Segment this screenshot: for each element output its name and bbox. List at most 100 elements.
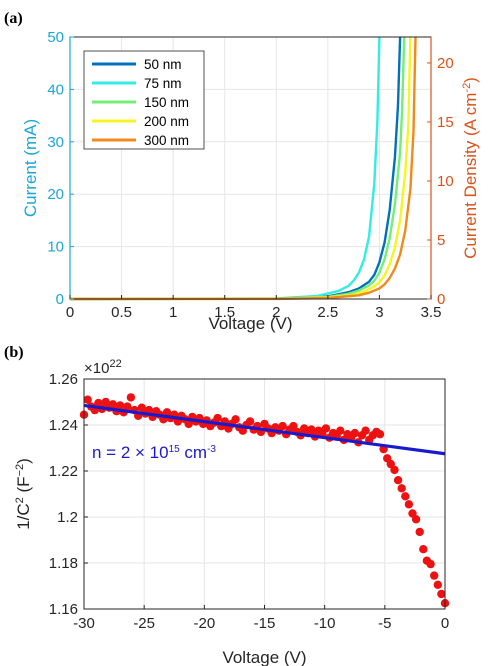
x-tick-label: 3.5 [421,304,442,321]
x-tick-label: -10 [314,615,336,632]
doping-annotation-text: n = 2 × 10 [92,443,169,462]
panel-label-b: (b) [4,344,24,361]
y-axis-label-b-end: ) [14,458,33,464]
data-point [419,545,428,554]
y-axis-label-b: 1/C2 (F−2) [14,458,33,530]
x-tick-label: 3 [375,304,383,321]
chart-b: (b) -30 -25 -20 -15 -10 -5 0 1.16 1.18 1.2 1.22 1.2… [4,344,450,666]
data-point [144,405,154,415]
data-point [231,415,240,424]
doping-annotation: n = 2 × 1015 cm-3 [92,443,216,462]
x-tick-label: 0 [441,615,449,632]
y-tick-label: 1.16 [49,601,78,618]
y-tick-label: 1.22 [49,463,78,480]
y-axis-right-label-text: Current Density (A cm [461,93,480,259]
data-point [350,428,359,438]
y-right-tick-label: 10 [437,173,454,190]
data-point [433,580,442,589]
x-tick-label: -15 [254,615,276,632]
doping-annotation-unit: cm [180,443,207,462]
data-point [278,421,287,431]
series-b [79,393,450,608]
series-line [69,36,417,301]
y-multiplier-exp: 22 [109,358,121,370]
y-right-tick-label: 20 [437,55,454,72]
legend-label: 200 nm [144,114,189,129]
fit-line [83,403,446,456]
y-multiplier-b: ×1022 [84,358,122,377]
y-axis-right-label-sup: -2 [461,83,473,93]
series-line [69,36,381,301]
y-axis-right-label-end: ) [461,77,480,83]
data-point [108,400,118,409]
y-axis-label-b-text: 1/C [14,503,33,529]
y-axis-label-a: Current (mA) [21,119,40,217]
data-point [437,589,446,599]
y-tick-label: 20 [47,186,64,203]
x-axis-label-a: Voltage (V) [208,314,292,333]
data-point [184,419,193,429]
series-a [69,36,417,301]
data-point [126,393,136,402]
panel-label-a: (a) [4,10,23,27]
data-point [430,571,439,580]
y-right-tick-label: 5 [437,232,445,249]
ticks-b: -30 -25 -20 -15 -10 -5 0 1.16 1.18 1.2 1.22 1.24 1.2… [49,371,449,632]
data-point [393,476,403,485]
y-right-tick-label: 0 [437,291,445,308]
y-axis-label-b-unit: (F [14,476,33,497]
data-point [307,425,316,434]
y-tick-label: 10 [47,239,64,256]
x-tick-label: 1.5 [214,304,235,321]
data-point [401,492,410,501]
data-point [321,424,331,433]
data-point [213,413,222,423]
data-point [123,402,132,411]
data-point [415,527,424,537]
data-point [404,500,414,509]
y-tick-label: 1.18 [49,555,78,572]
data-point [411,515,421,524]
data-point [375,430,385,439]
y-tick-label: 1.24 [49,417,78,434]
legend-a: 50 nm 75 nm 150 nm 200 nm 300 nm [83,50,205,150]
x-axis-label-b: Voltage (V) [222,648,306,666]
x-tick-label: -5 [378,615,391,632]
x-tick-label: 1 [169,304,177,321]
x-tick-label: 2.5 [317,304,338,321]
y-multiplier-base: ×10 [84,360,109,377]
y-axis-right-label-a: Current Density (A cm-2) [461,77,480,259]
y-tick-label: 40 [47,81,64,98]
data-point [390,465,399,475]
y-tick-label: 1.2 [57,509,78,526]
data-point [426,559,435,569]
doping-annotation-sup: 15 [169,444,181,455]
x-tick-label: -25 [133,615,155,632]
y-axis-label-b-unit-sup: −2 [14,464,26,477]
doping-annotation-unit-sup: -3 [207,444,216,455]
data-point [397,484,406,493]
legend-label: 50 nm [144,57,182,72]
data-point [361,426,370,435]
y-tick-label: 1.26 [49,371,78,388]
legend-label: 150 nm [144,95,189,110]
chart-a: (a) 0 0.5 1 1.5 2 2.5 3 3.50102030405005101520 … [4,10,480,333]
x-tick-label: -30 [73,615,95,632]
y-tick-label: 30 [47,134,64,151]
x-tick-label: 0.5 [111,304,132,321]
x-tick-label: 2 [272,304,280,321]
y-tick-label: 50 [47,29,64,46]
y-right-tick-label: 15 [437,114,454,131]
data-point [245,417,255,426]
legend-label: 300 nm [144,133,189,148]
x-tick-label: 0 [66,304,74,321]
legend-box [83,50,205,150]
data-point [83,395,92,404]
x-tick-label: -20 [193,615,215,632]
data-point [115,401,125,410]
data-point [336,426,345,435]
y-axis-label-b-sup: 2 [14,497,26,503]
y-tick-label: 0 [56,291,64,308]
